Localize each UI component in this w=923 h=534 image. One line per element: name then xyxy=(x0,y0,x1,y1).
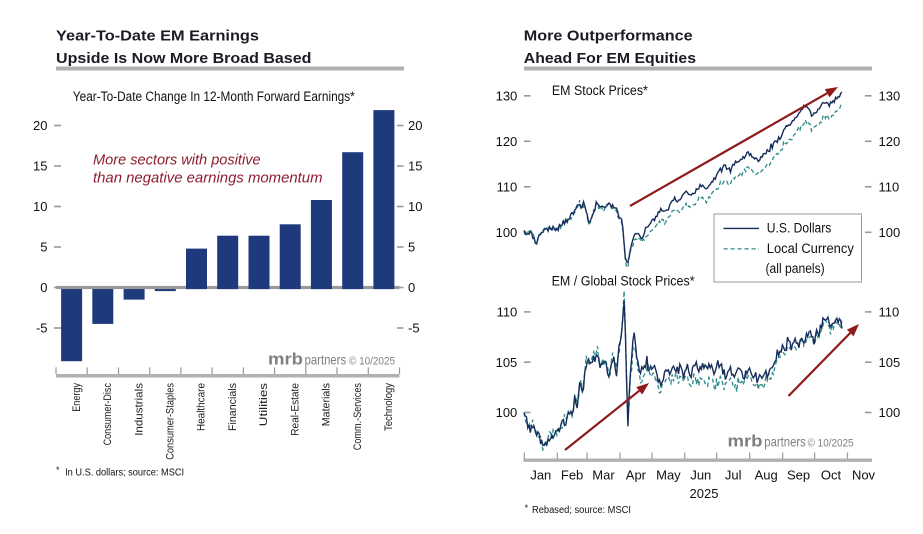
svg-text:Year-To-Date EM Earnings: Year-To-Date EM Earnings xyxy=(56,28,259,45)
svg-text:Apr: Apr xyxy=(626,468,647,483)
svg-text:100: 100 xyxy=(879,225,901,240)
svg-text:Rebased; source: MSCI: Rebased; source: MSCI xyxy=(532,504,631,516)
svg-text:110: 110 xyxy=(497,179,518,194)
svg-text:15: 15 xyxy=(33,159,47,174)
svg-text:120: 120 xyxy=(879,134,901,149)
svg-text:EM Stock Prices*: EM Stock Prices* xyxy=(552,83,649,98)
svg-text:Year-To-Date Change In 12-Mont: Year-To-Date Change In 12-Month Forward … xyxy=(73,89,356,104)
svg-text:130: 130 xyxy=(496,88,518,103)
svg-text:© 10/2025: © 10/2025 xyxy=(808,438,854,450)
svg-text:Oct: Oct xyxy=(821,468,842,483)
svg-text:Sep: Sep xyxy=(787,468,810,483)
svg-text:Upside Is Now More Broad Based: Upside Is Now More Broad Based xyxy=(56,50,311,67)
svg-text:partners: partners xyxy=(305,351,347,367)
svg-text:Ahead For EM Equities: Ahead For EM Equities xyxy=(524,50,696,67)
svg-text:Jul: Jul xyxy=(725,468,742,483)
svg-text:Nov: Nov xyxy=(852,468,876,483)
svg-text:mrb: mrb xyxy=(728,432,763,451)
svg-text:120: 120 xyxy=(496,134,518,149)
svg-text:Local Currency: Local Currency xyxy=(767,241,854,256)
svg-text:110: 110 xyxy=(879,305,900,320)
svg-text:5: 5 xyxy=(40,240,47,255)
svg-text:Mar: Mar xyxy=(592,468,615,483)
svg-text:More sectors with positive: More sectors with positive xyxy=(93,152,261,169)
svg-text:EM / Global Stock Prices*: EM / Global Stock Prices* xyxy=(552,273,696,288)
svg-text:More Outperformance: More Outperformance xyxy=(524,28,693,45)
svg-text:2025: 2025 xyxy=(690,486,719,501)
svg-text:Utilities: Utilities xyxy=(258,382,270,426)
svg-text:Aug: Aug xyxy=(755,468,778,483)
svg-text:Industrials: Industrials xyxy=(133,382,145,435)
svg-text:Consumer-Staples: Consumer-Staples xyxy=(165,383,177,460)
svg-text:Feb: Feb xyxy=(561,468,583,483)
svg-text:Jun: Jun xyxy=(690,468,711,483)
svg-text:*: * xyxy=(525,503,529,513)
svg-text:© 10/2025: © 10/2025 xyxy=(349,355,395,367)
svg-text:Jan: Jan xyxy=(530,468,551,483)
svg-text:-5: -5 xyxy=(408,321,420,336)
svg-text:0: 0 xyxy=(40,280,47,295)
svg-text:110: 110 xyxy=(879,179,900,194)
svg-text:110: 110 xyxy=(497,305,518,320)
svg-text:U.S. Dollars: U.S. Dollars xyxy=(767,221,832,236)
svg-text:Consumer-Disc: Consumer-Disc xyxy=(102,383,114,446)
svg-text:In U.S. dollars; source: MSCI: In U.S. dollars; source: MSCI xyxy=(65,466,184,478)
svg-text:Comm.-Services: Comm.-Services xyxy=(352,383,364,451)
svg-text:Technology: Technology xyxy=(383,383,395,431)
svg-text:mrb: mrb xyxy=(268,349,303,368)
svg-text:130: 130 xyxy=(879,88,901,103)
svg-text:15: 15 xyxy=(408,159,422,174)
svg-text:than negative earnings momentu: than negative earnings momentum xyxy=(93,170,323,187)
svg-text:Materials: Materials xyxy=(321,383,333,427)
svg-text:partners: partners xyxy=(764,434,806,450)
svg-text:Real-Estate: Real-Estate xyxy=(289,383,301,436)
svg-text:*: * xyxy=(56,465,60,475)
svg-text:0: 0 xyxy=(408,280,415,295)
svg-text:-5: -5 xyxy=(36,321,48,336)
svg-text:Financials: Financials xyxy=(227,383,239,431)
svg-text:100: 100 xyxy=(496,405,518,420)
svg-text:10: 10 xyxy=(33,199,47,214)
svg-text:100: 100 xyxy=(496,225,518,240)
svg-text:100: 100 xyxy=(879,405,901,420)
svg-text:5: 5 xyxy=(408,240,415,255)
svg-text:Energy: Energy xyxy=(71,383,83,412)
svg-text:(all panels): (all panels) xyxy=(766,261,825,276)
svg-text:20: 20 xyxy=(408,118,422,133)
svg-text:105: 105 xyxy=(496,355,518,370)
svg-text:May: May xyxy=(656,468,681,483)
svg-text:10: 10 xyxy=(408,199,422,214)
svg-text:Healthcare: Healthcare xyxy=(196,383,208,431)
svg-text:20: 20 xyxy=(33,118,47,133)
svg-text:105: 105 xyxy=(879,355,901,370)
